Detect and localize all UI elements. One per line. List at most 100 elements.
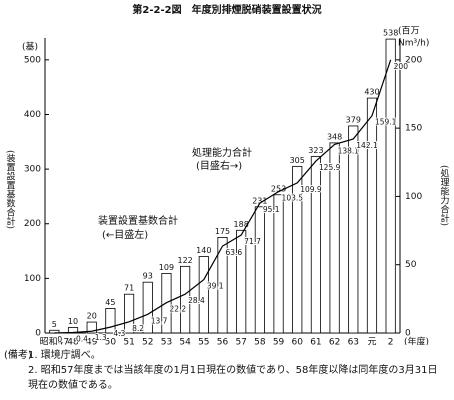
annotation: 処理能力合計 [192,146,252,159]
bar [254,206,265,334]
note: 1. 環境庁調べ。 [28,350,101,361]
y2-tick-label: 0 [405,329,411,339]
bar [236,229,247,334]
bar [86,321,97,334]
x-tick-label: 51 [123,338,134,346]
x-tick-label: 62 [329,338,340,346]
bar-label: 430 [364,88,379,97]
chart-title: 第2-2-2図 年度別排煙脱硝装置設置状況 [132,3,321,16]
bar [329,142,340,334]
y2-tick-label: 150 [405,124,422,134]
x-tick-label: 61 [310,338,321,346]
bar-label: 188 [234,220,249,229]
y2-tick-label: 100 [405,192,422,202]
x-tick-label: 54 [179,338,191,346]
bar-label: 231 [252,196,267,205]
line [54,59,392,334]
x-tick-label: 元 [367,338,376,346]
bar-label: 109 [159,263,174,272]
bar-label: 71 [124,284,134,293]
x-tick-label: 49 [86,338,98,346]
x-tick-label: 59 [273,338,285,346]
bar-label: 45 [105,298,115,307]
y-tick-label: 100 [24,274,41,284]
bar [366,97,378,334]
line-label: 28.4 [188,296,205,305]
x-tick-label: 58 [254,338,266,346]
line-label: 71.7 [244,237,261,246]
bar [273,194,284,334]
y2-tick-label: 50 [405,260,417,270]
line-label: 22.2 [169,305,186,314]
line-label: 138.1 [338,146,360,155]
bar-label: 5 [52,320,57,329]
bar [292,165,303,334]
x-tick-label: 56 [217,338,229,346]
notes: (備考) 1. 環境庁調べ。 2. 昭和57年度までは当該年度の1月1日現在の数… [4,348,444,393]
bar [142,281,153,334]
bar-label: 323 [308,146,323,155]
line-label: 125.9 [319,163,341,172]
x-tick-label: 2 [388,338,394,346]
y2-unit: (百万 [398,26,420,37]
x-tick-label: 63 [348,338,359,346]
bar [348,125,359,334]
x-tick-label: 48 [67,338,79,346]
annotation: (←目盛左) [102,228,148,241]
line-label: 8.2 [132,324,144,333]
bar [198,256,209,334]
chart: 第2-2-2図 年度別排煙脱硝装置設置状況 (基) (百万 Nm³/h) (装置… [5,3,450,348]
annotation: 装置設置基数合計 [98,214,178,227]
y2-unit: Nm³/h) [398,39,429,49]
x-tick-label: 50 [105,338,117,346]
x-tick-label: 52 [142,338,153,346]
bar-label: 379 [346,115,361,124]
x-unit: (年度) [404,336,429,346]
line-label: 95.1 [263,205,280,214]
bar-label: 122 [177,256,192,265]
y-label: (装置設置基数合計) [5,150,16,229]
line-label: 39.1 [207,282,224,291]
bar-label: 348 [327,132,342,141]
bar-label: 538 [383,29,398,38]
y-tick-label: 0 [35,329,41,339]
bar-label: 253 [271,184,286,193]
line-label: 0.4 [76,334,88,343]
line-label: 4.3 [113,329,125,338]
line-label: 142.1 [356,141,378,150]
x-tick-label: 55 [198,338,209,346]
x-tick-label: 57 [235,338,246,346]
bar-label: 175 [215,227,230,236]
bar-label: 10 [68,317,78,326]
line-label: 0 [57,335,62,344]
line-label: 63.6 [226,248,243,257]
line-label: 103.5 [282,194,304,203]
bar-label: 305 [290,156,305,165]
bar [105,308,116,334]
line-label: 13.7 [151,316,168,325]
bar [310,156,321,334]
notes-head: (備考) [4,350,32,361]
line-label: 1.3 [95,333,107,342]
x-tick-label: 昭和47 [40,337,69,346]
bar [49,329,60,334]
y-tick-label: 300 [24,165,41,175]
bar [180,265,191,334]
y2-label: (処理能力合計) [439,165,450,226]
bar-label: 140 [196,246,211,255]
y-tick-label: 200 [24,219,41,229]
note: 2. 昭和57年度までは当該年度の1月1日現在の数値であり、58年度以降は同年度… [28,365,438,391]
y-tick-label: 500 [24,55,41,65]
bar [385,38,396,334]
line-label: 109.9 [300,185,322,194]
line-label: 159.1 [375,118,397,127]
x-tick-label: 60 [292,338,304,346]
y-unit: (基) [22,41,38,53]
bar [217,236,228,334]
y2-tick-label: 200 [405,55,422,65]
bar [124,293,135,334]
annotation: (目盛右→) [196,159,242,172]
x-tick-label: 53 [161,338,172,346]
bar-label: 93 [143,272,153,281]
